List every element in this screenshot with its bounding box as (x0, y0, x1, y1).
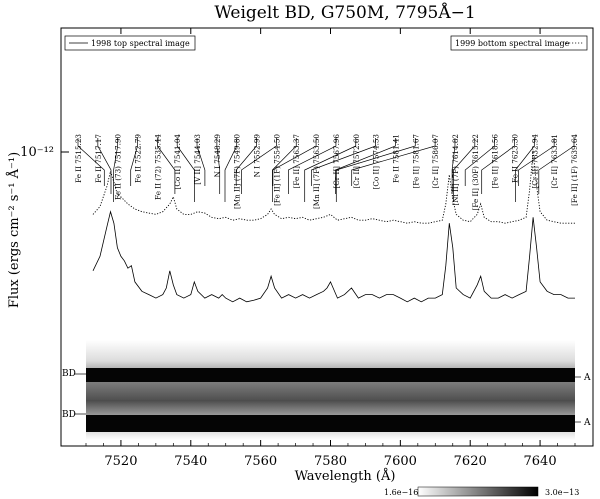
line-label: [Cr II] 7567.96 (332, 134, 341, 189)
line-label-leader (481, 138, 515, 194)
line-label-leader (453, 138, 476, 202)
line-label: N I 7552.99 (253, 134, 262, 178)
line-label-leader (216, 138, 221, 194)
legend-1999-box (450, 35, 588, 51)
line-label: [Mn II] (7F) 7549.80 (233, 134, 242, 209)
line-label: [Cr II] 7632.94 (530, 134, 539, 189)
line-label-leader (77, 138, 105, 186)
legend-1998: 1998 top spectral image (64, 35, 196, 51)
line-label-leader (515, 138, 535, 202)
colorbar-gradient (417, 486, 539, 497)
legend-1998-label: 1998 top spectral image (91, 39, 190, 48)
line-label: [Co II] 7574.53 (372, 134, 381, 190)
spectral-image-bottom: BD A (62, 400, 591, 440)
line-label-leader (451, 138, 456, 194)
line-label-leader (272, 138, 317, 186)
x-tick-label: 7600 (384, 454, 417, 469)
legend-1999: 1999 bottom spectral image (450, 35, 588, 51)
line-label: Fe II 7623.30 (511, 134, 520, 183)
line-label-leader (241, 138, 277, 194)
legend-1999-label: 1999 bottom spectral image (455, 39, 570, 48)
spectral-image-bottom-left-label: BD (62, 410, 76, 420)
line-label: [Fe II] (30F) 7615.22 (471, 134, 480, 210)
line-label-leader (97, 138, 112, 194)
line-label-leader (235, 138, 257, 186)
line-label: [V II] 7544.03 (193, 134, 202, 185)
colorbar: 1.6e−16 3.0e−13 (384, 486, 579, 497)
line-label-leader (311, 138, 376, 186)
x-axis-title: Wavelength (Å) (295, 468, 396, 484)
x-tick-label: 7520 (104, 454, 137, 469)
line-label: N I 7548.29 (213, 134, 222, 178)
y-axis-title: Flux (ergs cm⁻² s⁻¹ Å⁻¹) (6, 152, 22, 308)
line-label: [Cr II] 7572.60 (352, 134, 361, 189)
line-label-leader (196, 138, 206, 186)
line-label-leader (304, 138, 357, 202)
line-identification-labels: Fe II 7515.23 Fe II 7517.17 Fe II (73) 751… (74, 134, 579, 211)
x-tick-label: 7540 (174, 454, 207, 469)
line-label-leader (113, 138, 119, 202)
colorbar-min-label: 1.6e−16 (384, 488, 418, 497)
line-label: [Ni II] (7F) 7614.82 (451, 134, 460, 206)
line-label: Fe II (73) 7517.90 (114, 134, 123, 200)
line-label: [Cr II] 7633.81 (550, 134, 559, 189)
line-label: [Fe II] 7581.67 (411, 134, 420, 189)
chart-title: Weigelt BD, G750M, 7795Å−1 (214, 2, 475, 23)
x-tick-label: 7620 (454, 454, 487, 469)
line-label-leader (464, 138, 495, 186)
plot-frame (60, 27, 594, 447)
x-axis-ticks: 7520 7540 7560 7580 7600 7620 7640 (61, 28, 576, 469)
line-label: [Fe II] (1F) 7639.64 (570, 134, 579, 206)
line-label: [Fe II] (1F) 7554.50 (272, 134, 281, 206)
x-tick-label: 7580 (314, 454, 347, 469)
spectral-image-bottom-trace (86, 415, 575, 432)
line-label: [Mn II] (7F) 7563.50 (312, 134, 321, 209)
line-label-leader (288, 138, 337, 194)
colorbar-max-label: 3.0e−13 (545, 488, 579, 497)
line-label: Fe II 7517.17 (94, 134, 103, 183)
line-label-leader (272, 138, 297, 202)
spectral-image-top-trace (86, 368, 575, 382)
spectrum-series (92, 151, 575, 303)
line-label-leader (335, 138, 416, 202)
y-tick-label: 10⁻¹² (20, 145, 54, 160)
line-label: [Fe II] 7563.37 (292, 134, 301, 189)
x-tick-label: 7560 (244, 454, 277, 469)
x-tick-label: 7640 (524, 454, 557, 469)
spectral-image-top-right-label: A (583, 373, 591, 383)
line-label-leader (538, 138, 575, 194)
line-label-leader (518, 138, 555, 186)
line-label-leader (351, 138, 436, 186)
line-label-leader (335, 138, 396, 194)
line-label: [Cr II] 7586.07 (431, 134, 440, 189)
line-label-leader (224, 138, 238, 202)
line-label: Fe II 7515.23 (74, 134, 83, 183)
spectral-image-top-left-label: BD (62, 369, 76, 379)
spectral-image-bottom-right-label: A (583, 418, 591, 428)
line-label-leader (157, 138, 176, 194)
line-label: Fe II (72) 7535.44 (153, 134, 162, 200)
line-label: [Fe II] 7618.56 (491, 134, 500, 189)
line-label: Fe II 7522.79 (134, 134, 143, 183)
line-label: [Co II] 7541.04 (173, 134, 182, 190)
line-label: Fe II 7581.41 (391, 134, 400, 183)
legend-1998-box (64, 35, 196, 51)
line-label-leader (176, 138, 195, 202)
series-line-1998 (92, 210, 575, 303)
line-label-leader (130, 138, 138, 186)
spectral-image-top: BD A (62, 340, 591, 400)
